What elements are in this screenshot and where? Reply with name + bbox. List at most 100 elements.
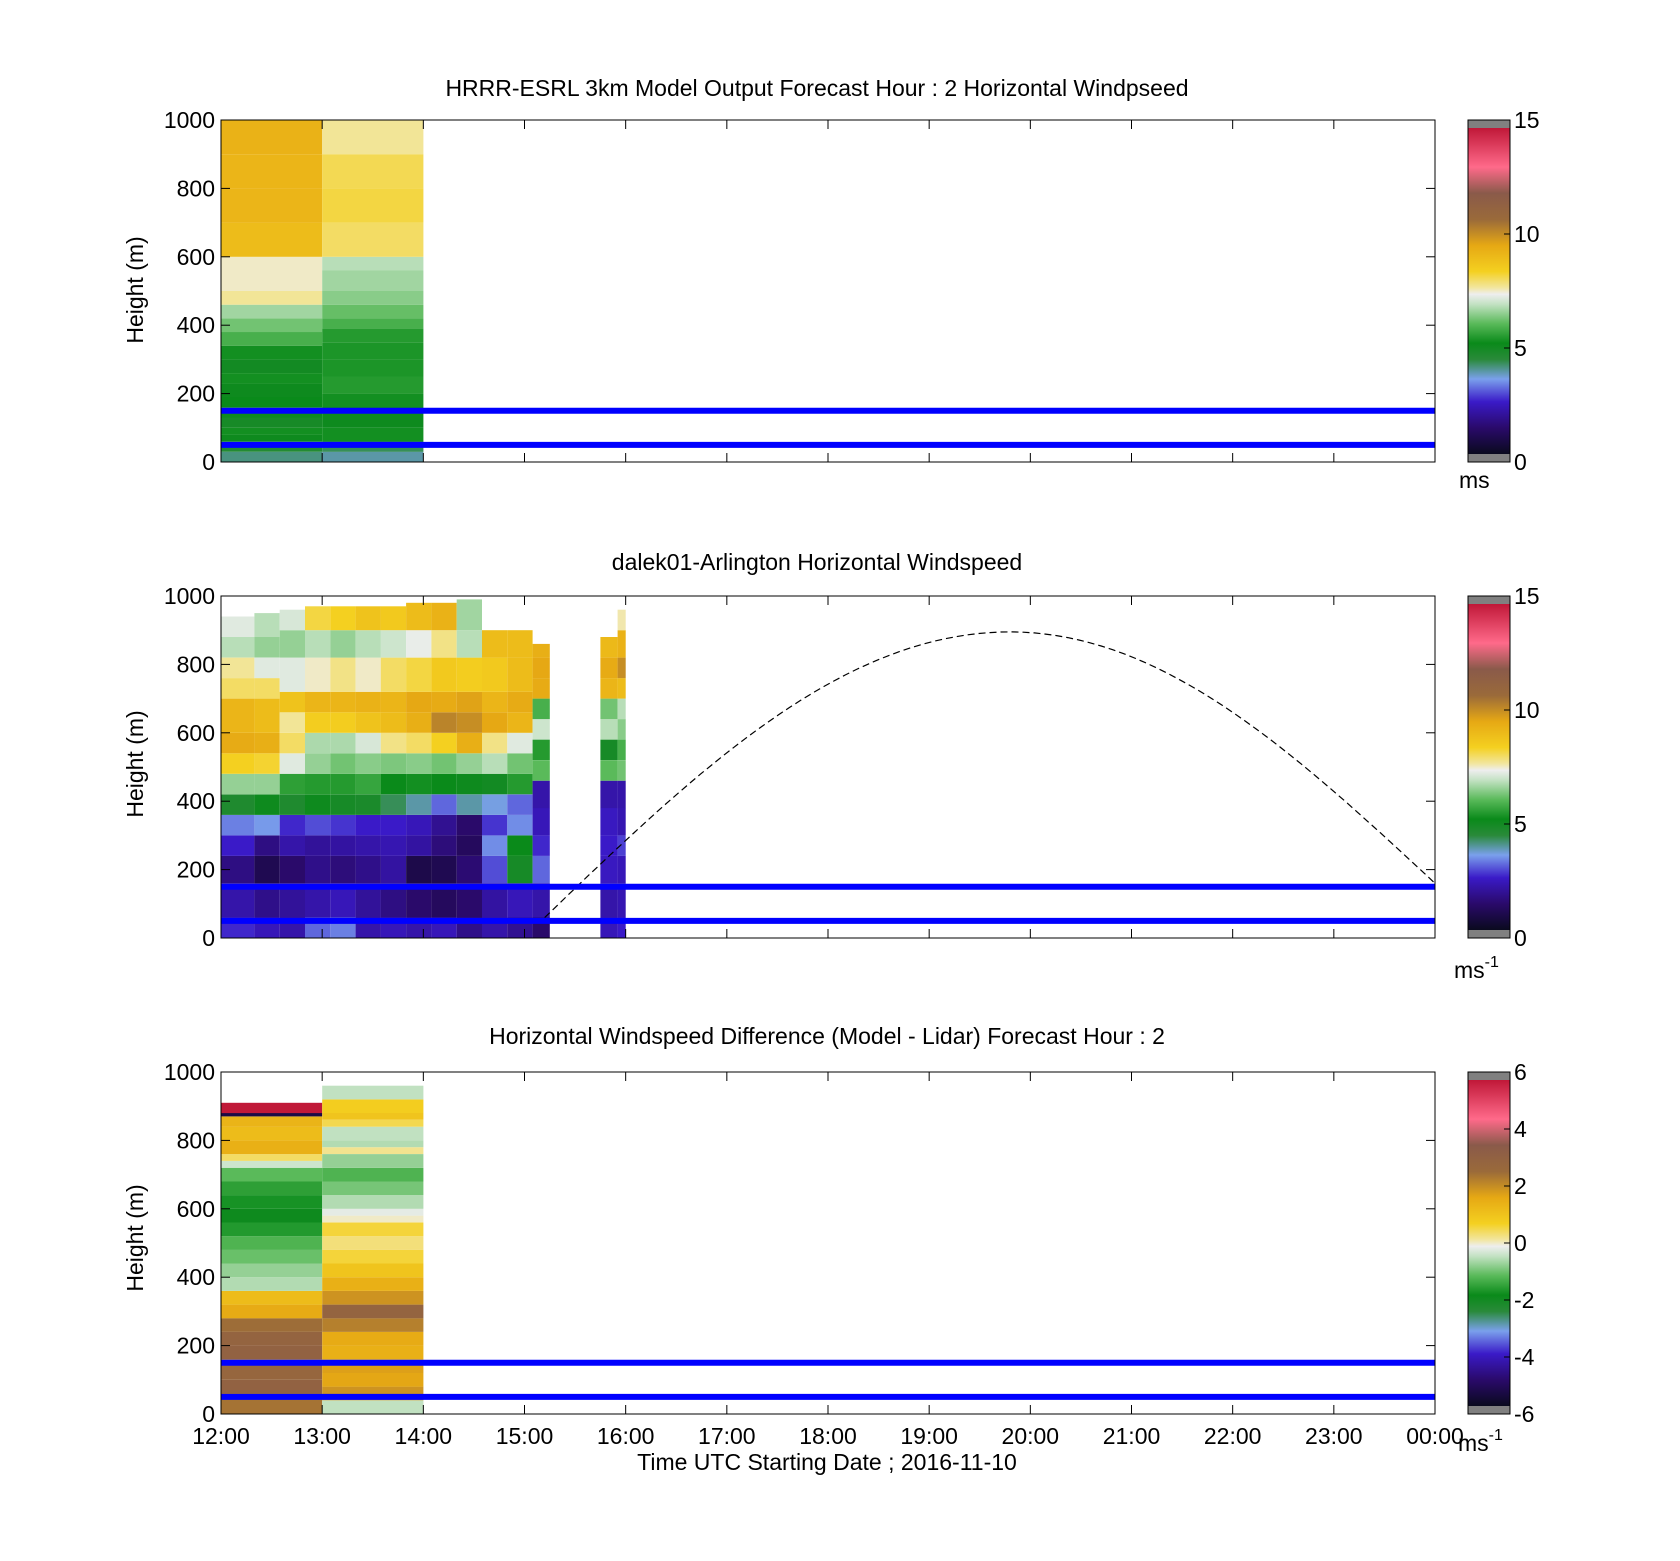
- heatmap-cell-1-8: [254, 732, 280, 754]
- model-colorbar-unit: ms: [1459, 467, 1490, 493]
- heatmap-cell-0-10: [221, 1249, 323, 1264]
- heatmap-cell-10-12: [482, 630, 508, 658]
- sun-elevation-curve: [544, 631, 1436, 918]
- heatmap-cell-13-3: [600, 835, 618, 856]
- heatmap-cell-11-12: [507, 630, 533, 658]
- heatmap-cell-1-14: [322, 1215, 424, 1223]
- x-tick-label: 12:00: [192, 1423, 250, 1449]
- heatmap-cell-6-13: [380, 606, 407, 631]
- colorbar-tick-label: -4: [1514, 1344, 1535, 1370]
- heatmap-cell-4-5: [330, 794, 356, 815]
- heatmap-cell-7-5: [406, 794, 432, 815]
- heatmap-cell-13-5: [600, 780, 618, 809]
- heatmap-cell-7-4: [406, 814, 432, 836]
- y-tick-label: 200: [177, 381, 215, 407]
- heatmap-cell-2-11: [279, 657, 305, 692]
- heatmap-cell-1-7: [322, 1304, 424, 1319]
- heatmap-cell-7-13: [406, 602, 432, 631]
- heatmap-cell-6-2: [380, 855, 407, 884]
- heatmap-cell-0-23: [221, 1102, 323, 1114]
- heatmap-cell-2-7: [279, 753, 305, 774]
- heatmap-cell-4-6: [330, 773, 356, 795]
- y-tick-label: 1000: [164, 1059, 215, 1085]
- heatmap-cell-14-10: [617, 678, 626, 699]
- model-panel: HRRR-ESRL 3km Model Output Forecast Hour…: [122, 75, 1540, 493]
- heatmap-cell-12-12: [532, 643, 550, 658]
- heatmap-cell-1-7: [254, 753, 280, 774]
- heatmap-cell-0-14: [221, 1195, 323, 1209]
- heatmap-cell-1-13: [254, 613, 280, 637]
- heatmap-cell-0-3: [221, 835, 255, 856]
- heatmap-cell-8-9: [431, 712, 457, 733]
- heatmap-cell-6-9: [380, 712, 407, 733]
- heatmap-cell-6-8: [380, 732, 407, 754]
- y-tick-label: 600: [177, 720, 215, 746]
- heatmap-cell-1-15: [322, 188, 424, 223]
- heatmap-cell-8-6: [431, 773, 457, 795]
- heatmap-cell-4-7: [330, 753, 356, 774]
- x-tick-label: 16:00: [597, 1423, 655, 1449]
- heatmap-cell-1-16: [322, 154, 424, 189]
- heatmap-cell-0-15: [221, 291, 323, 305]
- heatmap-cell-6-6: [380, 773, 407, 795]
- colorbar-tick-label: 10: [1514, 697, 1540, 723]
- heatmap-cell-0-12: [221, 332, 323, 346]
- difference-colorbar-unit: ms-1: [1458, 1427, 1503, 1456]
- heatmap-cell-6-10: [380, 691, 407, 713]
- heatmap-cell-5-12: [355, 630, 381, 658]
- colorbar-tick-label: 4: [1514, 1116, 1527, 1142]
- heatmap-cell-14-4: [617, 808, 626, 836]
- heatmap-cell-0-1: [221, 446, 323, 452]
- colorbar-frame: [1467, 119, 1511, 463]
- heatmap-cell-7-2: [406, 855, 432, 884]
- heatmap-cell-1-2: [254, 855, 280, 884]
- y-tick-label: 600: [177, 1196, 215, 1222]
- heatmap-cell-9-5: [456, 794, 482, 815]
- heatmap-cell-0-10: [221, 359, 323, 374]
- heatmap-cell-14-6: [617, 760, 626, 781]
- heatmap-cell-0-13: [221, 616, 255, 637]
- heatmap-cell-8-11: [431, 657, 457, 692]
- x-tick-label: 17:00: [698, 1423, 756, 1449]
- heatmap-cell-14-3: [617, 835, 626, 856]
- heatmap-cell-4-13: [330, 606, 356, 631]
- heatmap-cell-1-8: [322, 328, 424, 343]
- y-tick-label: 400: [177, 312, 215, 338]
- x-tick-label: 22:00: [1204, 1423, 1262, 1449]
- heatmap-cell-14-1: [617, 883, 626, 918]
- heatmap-cell-14-13: [617, 609, 626, 631]
- heatmap-cell-11-6: [507, 773, 533, 795]
- lidar-y-ticks: 0 200 400 600 800 1000: [164, 583, 1435, 951]
- heatmap-cell-7-8: [406, 732, 432, 754]
- heatmap-cell-4-11: [330, 657, 356, 692]
- heatmap-cell-0-6: [221, 773, 255, 795]
- heatmap-cell-5-13: [355, 606, 381, 631]
- heatmap-cell-12-11: [532, 657, 550, 679]
- y-tick-label: 200: [177, 1333, 215, 1359]
- x-tick-label: 21:00: [1103, 1423, 1161, 1449]
- heatmap-cell-1-5: [322, 1331, 424, 1346]
- heatmap-cell-0-7: [221, 397, 323, 408]
- heatmap-cell-11-3: [507, 835, 533, 856]
- heatmap-cell-0-17: [221, 222, 323, 257]
- heatmap-cell-0-4: [221, 814, 255, 836]
- heatmap-cell-8-2: [431, 855, 457, 884]
- colorbar-gradient: [1468, 604, 1510, 930]
- heatmap-cell-0-16: [221, 256, 323, 291]
- heatmap-cell-1-12: [322, 270, 424, 291]
- heatmap-cell-9-9: [456, 712, 482, 733]
- heatmap-cell-13-10: [600, 678, 618, 699]
- heatmap-cell-0-11: [221, 1236, 323, 1250]
- heatmap-cell-1-12: [322, 1236, 424, 1250]
- heatmap-cell-1-15: [322, 1208, 424, 1216]
- heatmap-cell-3-2: [305, 855, 331, 884]
- heatmap-cell-7-11: [406, 657, 432, 692]
- heatmap-cell-1-8: [322, 1290, 424, 1305]
- heatmap-cell-4-3: [330, 835, 356, 856]
- heatmap-cell-1-16: [322, 1195, 424, 1209]
- heatmap-cell-1-17: [322, 120, 424, 155]
- colorbar-tick-label: 15: [1514, 107, 1540, 133]
- heatmap-cell-2-10: [279, 691, 305, 713]
- heatmap-cell-0-7: [221, 1290, 323, 1305]
